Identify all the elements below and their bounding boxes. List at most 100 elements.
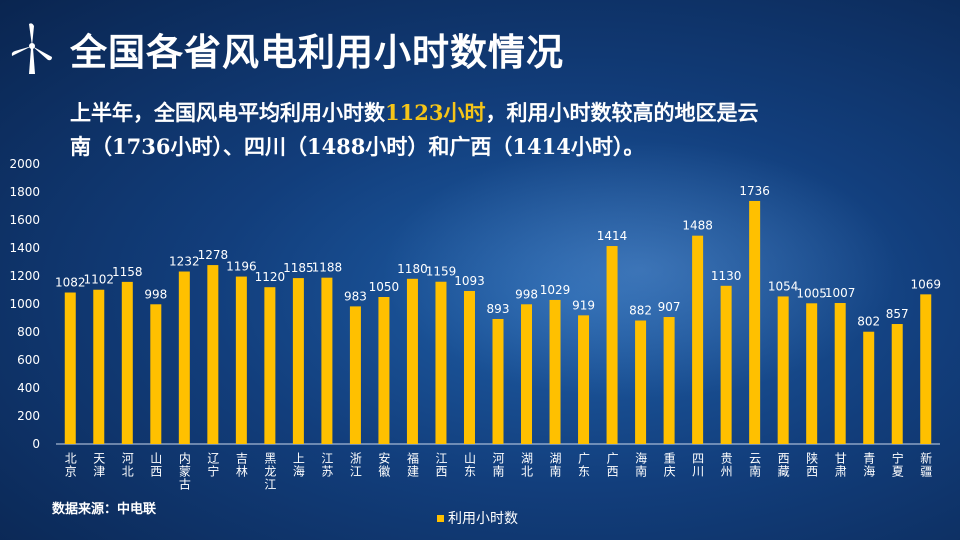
data-label: 1158: [112, 265, 143, 279]
x-tick-label: 云南: [748, 452, 762, 478]
x-tick-label: 山东: [462, 452, 476, 478]
legend-label: 利用小时数: [448, 511, 518, 527]
data-label: 1736: [739, 184, 770, 198]
data-label: 1180: [397, 262, 428, 276]
bar: [264, 287, 276, 444]
data-label: 1050: [369, 280, 400, 294]
bar: [207, 265, 219, 444]
bar: [406, 278, 418, 444]
data-label: 1232: [169, 255, 200, 269]
y-tick-label: 1800: [9, 185, 40, 199]
guangxi-hours: 1414: [512, 134, 571, 159]
bar: [292, 278, 304, 444]
bar: [806, 303, 818, 444]
data-label: 882: [629, 304, 652, 318]
page-title: 全国各省风电利用小时数情况: [70, 31, 564, 74]
summary-part: ，利用小时数较高的地区是云南（: [70, 101, 759, 159]
summary-text: 上半年，全国风电平均利用小时数1123小时，利用小时数较高的地区是云南（1736…: [70, 96, 770, 164]
x-tick-label: 海南: [634, 451, 648, 478]
x-tick-label: 贵州: [719, 452, 733, 478]
bar: [606, 246, 618, 444]
data-label: 1196: [226, 260, 257, 274]
bar: [435, 281, 447, 444]
summary-part: 小时）。: [570, 135, 645, 159]
x-tick-label: 江苏: [320, 452, 334, 478]
y-tick-label: 400: [17, 381, 40, 395]
data-label: 1069: [910, 277, 941, 291]
data-label: 998: [515, 287, 538, 301]
data-label: 1054: [768, 279, 799, 293]
data-label: 1488: [682, 219, 713, 233]
x-tick-label: 安徽: [377, 451, 391, 478]
y-tick-label: 800: [17, 325, 40, 339]
x-tick-label: 西藏: [776, 452, 790, 478]
data-label: 1007: [825, 286, 856, 300]
y-tick-label: 2000: [9, 157, 40, 171]
y-tick-label: 1200: [9, 269, 40, 283]
data-label: 1082: [55, 276, 86, 290]
data-label: 1188: [312, 261, 343, 275]
x-tick-label: 广西: [605, 452, 619, 478]
bar: [121, 281, 133, 444]
bar: [720, 285, 732, 444]
x-tick-label: 广东: [577, 452, 591, 478]
bar: [834, 303, 846, 444]
bar: [178, 271, 190, 444]
data-source: 数据来源：中电联: [52, 502, 157, 517]
y-tick-label: 1600: [9, 213, 40, 227]
data-label: 893: [487, 302, 510, 316]
x-tick-label: 浙江: [348, 452, 362, 478]
x-tick-label: 福建: [405, 451, 419, 478]
x-tick-label: 山西: [149, 452, 163, 478]
x-tick-label: 甘肃: [833, 452, 847, 478]
data-label: 919: [572, 298, 595, 312]
x-tick-label: 辽宁: [206, 452, 220, 478]
data-label: 1278: [198, 248, 229, 262]
bar: [863, 331, 875, 444]
bar: [663, 317, 675, 444]
y-tick-label: 1000: [9, 297, 40, 311]
x-tick-label: 新疆: [919, 451, 933, 478]
bar: [321, 277, 333, 444]
bar: [93, 289, 105, 444]
x-tick-label: 黑龙江: [263, 452, 277, 491]
bar: [492, 318, 504, 444]
data-label: 1120: [255, 270, 286, 284]
bar: [749, 200, 761, 444]
x-tick-label: 河北: [120, 452, 134, 478]
x-tick-label: 湖北: [520, 451, 534, 478]
data-label: 998: [144, 287, 167, 301]
bar: [150, 304, 162, 444]
bar: [521, 304, 533, 444]
bar: [777, 296, 789, 444]
x-tick-label: 内蒙古: [177, 452, 191, 491]
bar: [891, 324, 903, 444]
x-tick-label: 河南: [491, 452, 505, 478]
data-label: 1185: [283, 261, 314, 275]
bar: [463, 290, 475, 444]
summary-part: 小时）和广西（: [365, 135, 513, 159]
data-label: 1029: [540, 283, 571, 297]
data-label: 802: [857, 315, 880, 329]
x-tick-label: 上海: [291, 452, 305, 478]
x-tick-label: 四川: [691, 452, 705, 478]
sichuan-hours: 1488: [306, 134, 366, 159]
bar: [692, 235, 704, 444]
data-label: 1130: [711, 269, 742, 283]
bar: [349, 306, 361, 444]
bar: [549, 299, 561, 444]
data-label: 983: [344, 289, 367, 303]
data-label: 857: [886, 307, 909, 321]
bar: [378, 297, 390, 444]
legend-swatch: [437, 514, 444, 522]
data-label: 1414: [597, 229, 628, 243]
summary-part: 小时）、四川（: [170, 135, 307, 159]
x-tick-label: 江西: [434, 452, 448, 478]
x-tick-label: 吉林: [234, 452, 248, 478]
data-label: 1093: [454, 274, 485, 288]
x-tick-label: 天津: [92, 452, 106, 478]
x-tick-label: 重庆: [662, 452, 676, 478]
summary-part: 上半年，全国风电平均利用小时数: [70, 101, 385, 125]
bar: [635, 320, 647, 444]
